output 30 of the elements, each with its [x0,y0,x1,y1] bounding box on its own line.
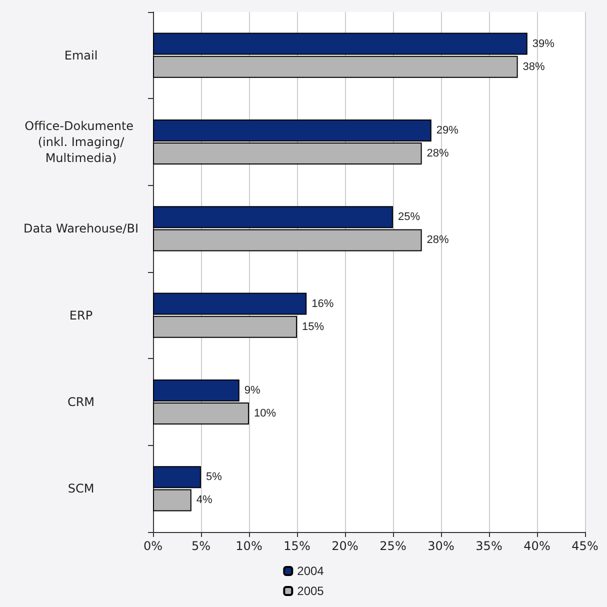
x-tick-label: 25% [380,539,406,553]
data-label: 15% [302,320,324,333]
x-tick-label: 30% [428,539,454,553]
x-tick-label: 15% [284,539,310,553]
data-label: 5% [206,471,222,484]
legend-label: 2005 [297,584,324,598]
x-tick-label: 40% [524,539,550,553]
data-label: 28% [426,148,450,160]
y-tick-label: Email [64,48,98,62]
y-tick-label: Data Warehouse/BI [24,222,138,236]
y-tick-label: ERP [69,308,93,322]
x-tick-label: 35% [476,539,502,553]
data-label: 29% [436,124,459,136]
data-label: 4% [196,494,213,506]
y-tick-label: CRM [67,395,95,409]
data-label: 28% [426,234,450,246]
x-tick-label: 5% [191,539,211,553]
x-tick-label: 45% [572,539,598,553]
x-tick-label: 20% [332,539,358,553]
x-tick-label: 10% [236,539,262,553]
x-tick-label: 0% [143,539,163,553]
data-label: 25% [398,211,420,224]
y-tick-label: Office-Dokumente (inkl. Imaging/Multimedia) [24,119,138,165]
data-label: 9% [244,384,261,396]
data-label: 10% [254,408,276,420]
data-label: 39% [532,38,555,50]
legend-label: 2004 [297,564,324,578]
y-tick-label: SCM [68,482,94,496]
data-label: 38% [522,60,546,73]
data-label: 16% [312,298,334,310]
